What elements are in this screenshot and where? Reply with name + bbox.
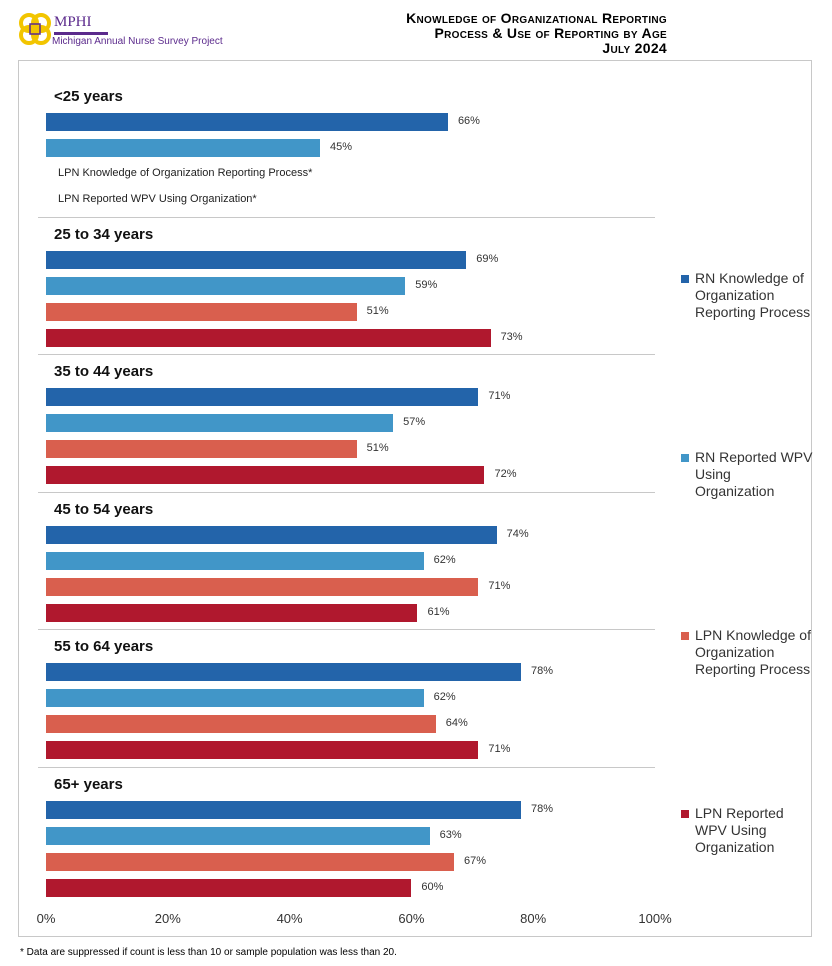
chart-title-line-2: Process & Use of Reporting by Age <box>434 25 667 41</box>
x-tick-label: 80% <box>520 911 547 926</box>
data-label: 71% <box>488 390 511 403</box>
x-tick-label: 20% <box>154 911 181 926</box>
data-label: 71% <box>488 743 511 756</box>
bar <box>46 741 479 760</box>
logo-subtitle: Michigan Annual Nurse Survey Project <box>52 36 223 47</box>
x-tick-label: 40% <box>276 911 303 926</box>
group-separator <box>38 491 655 493</box>
chart-title-line-3: July 2024 <box>602 40 667 56</box>
bar <box>46 276 406 295</box>
group-label: 35 to 44 years <box>54 363 154 381</box>
chart-title-line-1: Knowledge of Organizational Reporting <box>406 10 667 26</box>
data-label: 51% <box>366 304 389 317</box>
bar <box>46 302 357 321</box>
suppressed-label: LPN Reported WPV Using Organization* <box>58 193 257 205</box>
bar <box>46 328 491 347</box>
bar <box>46 551 424 570</box>
data-label: 60% <box>421 881 444 893</box>
group-label: 45 to 54 years <box>54 500 154 518</box>
bar <box>46 663 522 682</box>
suppressed-label: LPN Knowledge of Organization Reporting … <box>58 167 313 179</box>
logo-underline <box>54 32 108 35</box>
data-label: 78% <box>531 665 554 678</box>
bar <box>46 689 424 708</box>
data-label: 62% <box>433 553 456 566</box>
legend-item: LPN Knowledge of Organization Reporting … <box>681 627 813 678</box>
group-label: <25 years <box>54 88 123 105</box>
data-label: 64% <box>445 717 468 730</box>
bar <box>46 388 479 407</box>
bar <box>46 827 430 845</box>
group-separator <box>38 767 655 768</box>
data-label: 45% <box>330 141 353 153</box>
legend-label: RN Reported WPV Using Organization <box>695 449 813 499</box>
bar <box>46 603 418 622</box>
data-label: 74% <box>506 527 529 540</box>
legend-swatch <box>681 454 689 462</box>
bar <box>46 113 448 131</box>
data-label: 62% <box>433 691 456 704</box>
data-label: 63% <box>439 829 462 841</box>
legend-swatch <box>681 632 689 640</box>
legend-item: RN Reported WPV Using Organization <box>681 449 813 500</box>
group-label: 25 to 34 years <box>54 225 154 243</box>
bar <box>46 414 394 433</box>
bar <box>46 577 479 596</box>
x-tick-label: 100% <box>638 911 672 926</box>
footnote: * Data are suppressed if count is less t… <box>20 947 397 958</box>
group-separator <box>38 216 655 218</box>
data-label: 61% <box>427 605 450 618</box>
bar <box>46 466 485 485</box>
bar <box>46 801 522 819</box>
legend-label: LPN Reported WPV Using Organization <box>695 805 784 855</box>
legend-swatch <box>681 275 689 283</box>
data-label: 66% <box>457 115 480 127</box>
legend-swatch <box>681 810 689 818</box>
x-tick-label: 60% <box>398 911 425 926</box>
chart-frame <box>18 60 812 937</box>
data-label: 71% <box>488 579 511 592</box>
data-label: 59% <box>415 278 438 291</box>
data-label: 78% <box>531 803 554 815</box>
bar <box>46 440 357 459</box>
bar <box>46 715 436 734</box>
bar <box>46 879 412 897</box>
legend-item: RN Knowledge of Organization Reporting P… <box>681 270 813 321</box>
data-label: 67% <box>464 855 487 867</box>
group-label: 55 to 64 years <box>54 638 154 656</box>
legend-label: RN Knowledge of Organization Reporting P… <box>695 270 811 320</box>
data-label: 72% <box>494 468 517 481</box>
x-tick-label: 0% <box>36 911 56 926</box>
mphi-logo-icon <box>19 13 51 45</box>
bar <box>46 853 455 871</box>
data-label: 51% <box>366 442 389 455</box>
logo-name: MPHI <box>54 14 92 30</box>
group-label: 65+ years <box>54 776 123 793</box>
bar <box>46 139 321 157</box>
data-label: 73% <box>500 330 523 343</box>
legend-item: LPN Reported WPV Using Organization <box>681 805 813 856</box>
group-separator <box>38 354 655 356</box>
legend-label: LPN Knowledge of Organization Reporting … <box>695 627 811 677</box>
data-label: 57% <box>403 416 426 429</box>
bar <box>46 525 497 544</box>
data-label: 69% <box>476 252 499 265</box>
bar <box>46 250 467 269</box>
group-separator <box>38 629 655 631</box>
